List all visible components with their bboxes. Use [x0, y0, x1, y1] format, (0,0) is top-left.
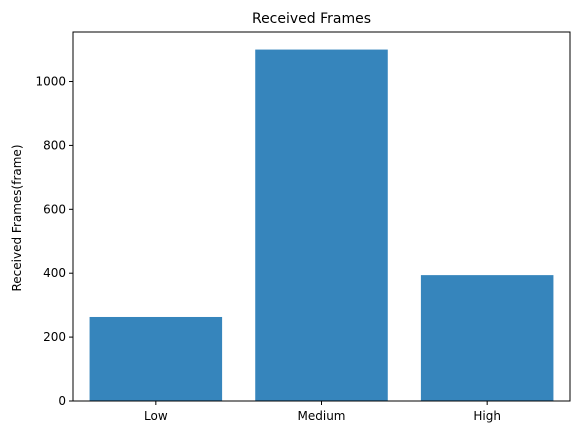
bar-medium [255, 49, 388, 401]
y-axis-label: Received Frames(frame) [10, 145, 24, 292]
x-tick-label: High [473, 409, 501, 423]
y-ticks-group: 0 200 400 600 800 1000 [35, 75, 73, 408]
x-tick-label: Low [144, 409, 168, 423]
y-tick-label: 0 [58, 394, 66, 408]
y-tick-label: 200 [43, 330, 66, 344]
plot-frame [72, 31, 571, 402]
y-tick-label: 800 [43, 138, 66, 152]
y-tick-label: 600 [43, 202, 66, 216]
y-tick-label: 400 [43, 266, 66, 280]
x-ticks-group: Low Medium High [144, 401, 501, 423]
chart-title: Received Frames [252, 11, 371, 27]
x-tick-label: Medium [298, 409, 346, 423]
bar-high [420, 275, 554, 401]
y-tick-label: 1000 [35, 75, 66, 89]
bar-low [89, 316, 223, 401]
bars-group [89, 49, 554, 401]
